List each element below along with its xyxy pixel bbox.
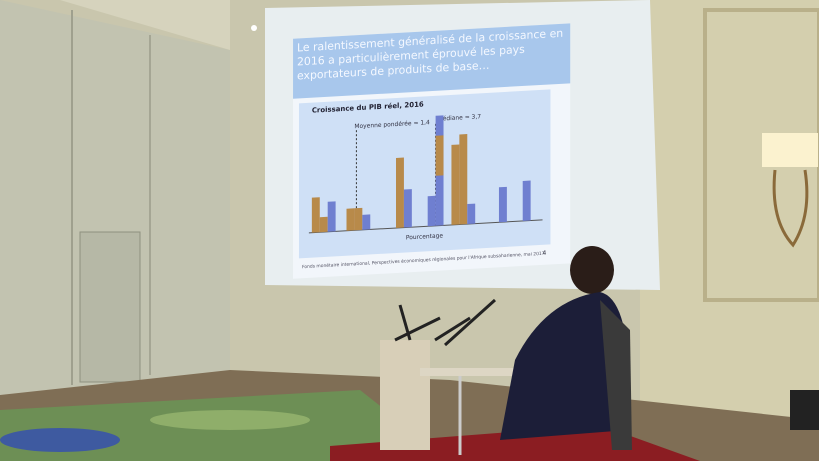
slide: Le ralentissement généralisé de la crois… (293, 23, 571, 279)
ceiling-light (251, 25, 257, 31)
red-carpet (330, 425, 700, 461)
annotation: Moyenne pondérée = 1,4 (354, 119, 430, 130)
x-axis-label: Pourcentage (406, 232, 443, 241)
histogram-shapes (311, 115, 531, 233)
carpet-pattern (0, 428, 120, 452)
slide-page-number: 4 (543, 250, 547, 257)
carpet-pattern (150, 410, 310, 430)
slide-title-band (293, 23, 571, 99)
microphones (394, 298, 497, 347)
wall-frame (703, 8, 819, 302)
wall-lamp (762, 133, 818, 167)
annotation: Médiane = 3,7 (438, 113, 482, 122)
lamp-arm (772, 169, 809, 248)
ceiling (60, 0, 230, 50)
head (570, 246, 614, 294)
right-wall (640, 0, 819, 430)
speaker (500, 292, 630, 440)
door (79, 231, 141, 383)
table (420, 368, 540, 376)
left-wall (0, 0, 230, 395)
equipment (790, 390, 819, 430)
lectern-panel (380, 340, 430, 450)
chair (600, 300, 632, 450)
